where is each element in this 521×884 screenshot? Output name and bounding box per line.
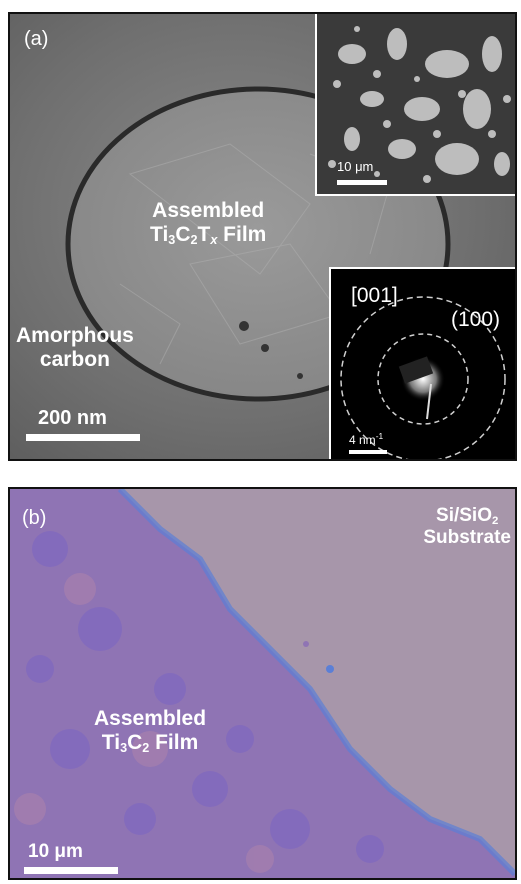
diffraction-pattern [340,296,506,459]
main-scalebar [26,434,140,441]
optical-scalebar [24,867,118,874]
hole-array-image [317,14,515,194]
inset-hole-array: 10 μm [315,14,515,196]
tem-image-panel: 10 μm [001] (100) 4 nm-1 (a) Assemble [8,12,517,461]
main-scalebar-label: 200 nm [38,407,107,429]
inset-scalebar-label: 10 μm [337,159,374,174]
reflection-label: (100) [451,308,501,331]
zone-axis-label: [001] [351,284,398,307]
diffraction-scalebar-label: 4 nm-1 [349,431,384,447]
film-label-b: Assembled Ti3C2 Film [94,707,207,756]
substrate-label: Si/SiO2 Substrate [423,505,511,548]
amorphous-carbon-label: Amorphous carbon [16,324,134,371]
optical-scalebar-label: 10 μm [28,841,83,862]
panel-label-b: (b) [22,507,47,529]
film-label: Assembled Ti3C2Tx Film [150,199,267,248]
optical-image-panel: (b) Si/SiO2 Substrate Assembled Ti3C2 Fi… [8,487,517,880]
film-region [10,489,515,878]
inset-scalebar [337,180,387,185]
optical-micrograph [10,489,515,878]
panel-label-a: (a) [24,28,49,50]
diffraction-scalebar [349,450,387,454]
inset-diffraction: [001] (100) 4 nm-1 [329,267,515,459]
